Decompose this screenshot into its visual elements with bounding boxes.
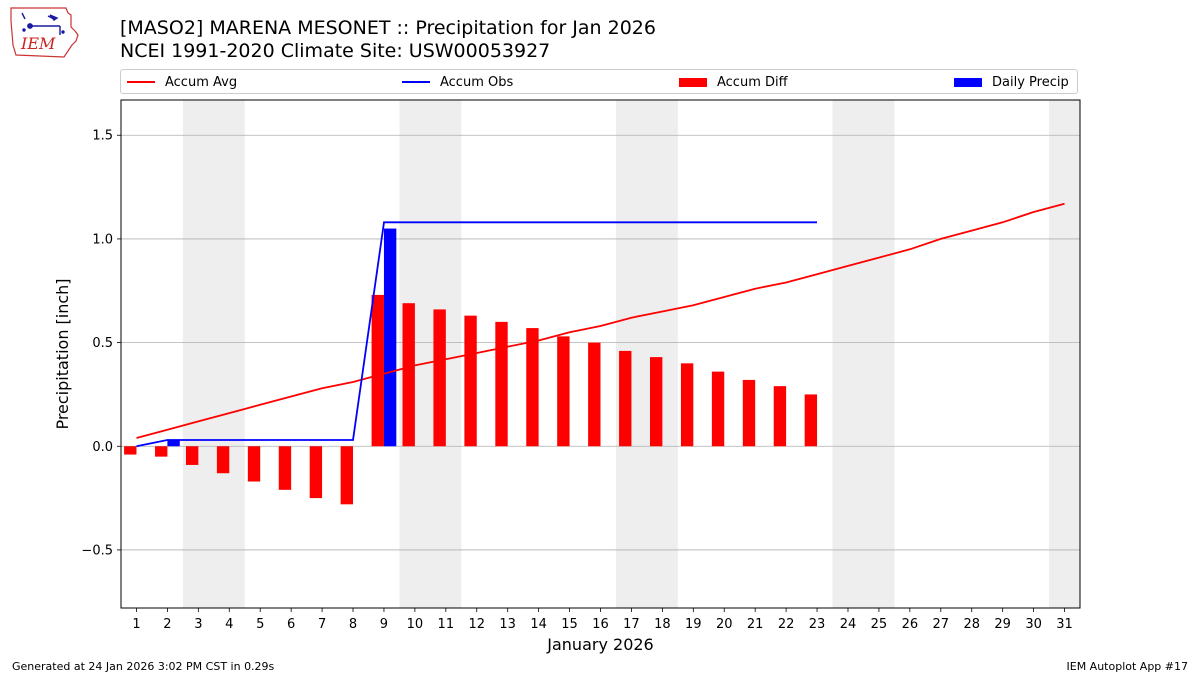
accum-diff-bar xyxy=(557,336,570,447)
x-tick-label: 25 xyxy=(871,617,888,632)
x-tick-label: 11 xyxy=(438,617,455,632)
accum-diff-bar xyxy=(216,446,230,474)
iem-logo: IEM xyxy=(10,7,79,58)
weekend-band xyxy=(213,100,245,608)
x-tick-label: 27 xyxy=(933,617,950,632)
chart-legend: Accum Avg Accum Obs Accum Diff Daily Pre… xyxy=(120,69,1078,94)
x-tick-label: 23 xyxy=(809,617,826,632)
weekend-band xyxy=(1049,100,1080,608)
app-credit: IEM Autoplot App #17 xyxy=(1066,660,1189,673)
y-axis-label: Precipitation [inch] xyxy=(53,278,72,429)
x-tick-label: 2 xyxy=(163,617,171,632)
x-tick-label: 12 xyxy=(468,617,485,632)
daily-precip-bar xyxy=(383,228,397,447)
accum-diff-bar xyxy=(402,303,415,447)
x-tick-label: 28 xyxy=(963,617,980,632)
x-tick-label: 3 xyxy=(194,617,202,632)
x-tick-label: 6 xyxy=(287,617,295,632)
accum-diff-bar xyxy=(742,379,756,447)
legend-swatch xyxy=(402,81,430,83)
x-tick-label: 30 xyxy=(1025,617,1042,632)
x-tick-label: 19 xyxy=(685,617,702,632)
x-tick-label: 7 xyxy=(318,617,326,632)
x-tick-label: 17 xyxy=(623,617,640,632)
weekend-band xyxy=(646,100,678,608)
legend-swatch xyxy=(679,77,707,87)
accum-diff-bar xyxy=(185,446,199,465)
weekend-band xyxy=(832,100,864,608)
accum-diff-bar xyxy=(124,446,137,455)
accum-diff-bar xyxy=(340,446,354,505)
generated-timestamp: Generated at 24 Jan 2026 3:02 PM CST in … xyxy=(12,660,275,673)
legend-item-daily-precip: Daily Precip xyxy=(954,73,1069,91)
accum-diff-bar xyxy=(526,328,539,447)
x-tick-label: 29 xyxy=(994,617,1011,632)
x-tick-label: 10 xyxy=(407,617,424,632)
legend-label: Accum Diff xyxy=(717,74,788,90)
legend-item-accum-avg: Accum Avg xyxy=(127,73,237,91)
accum-diff-bar xyxy=(588,342,601,447)
accum-obs-line xyxy=(136,221,817,448)
weekend-band xyxy=(182,100,214,608)
weekend-band xyxy=(863,100,895,608)
x-axis-label: January 2026 xyxy=(546,635,653,654)
accum-diff-bar xyxy=(495,321,508,447)
x-tick-label: 22 xyxy=(778,617,795,632)
x-tick-label: 26 xyxy=(902,617,919,632)
daily-precip-bar xyxy=(167,440,180,447)
legend-label: Accum Avg xyxy=(165,74,238,90)
accum-diff-bar xyxy=(278,446,292,490)
x-tick-label: 8 xyxy=(349,617,357,632)
logo-text: IEM xyxy=(20,34,56,53)
x-tick-label: 14 xyxy=(530,617,547,632)
x-tick-label: 15 xyxy=(561,617,578,632)
accum-diff-bar xyxy=(155,446,168,457)
accum-diff-bar xyxy=(680,363,694,447)
y-tick-label: 0.0 xyxy=(92,440,113,455)
accum-diff-bar xyxy=(804,394,818,447)
chart-title: [MASO2] MARENA MESONET :: Precipitation … xyxy=(120,17,656,39)
accum-diff-bar xyxy=(711,371,725,447)
legend-swatch xyxy=(127,81,155,83)
x-tick-label: 16 xyxy=(592,617,609,632)
y-tick-label: −0.5 xyxy=(81,543,113,558)
x-tick-label: 5 xyxy=(256,617,264,632)
legend-label: Accum Obs xyxy=(440,74,514,90)
x-tick-label: 31 xyxy=(1056,617,1073,632)
y-tick-label: 1.5 xyxy=(92,129,113,144)
x-tick-label: 20 xyxy=(716,617,733,632)
chart-subtitle: NCEI 1991-2020 Climate Site: USW00053927 xyxy=(120,40,551,62)
plot-frame xyxy=(120,99,1081,609)
legend-swatch xyxy=(954,77,982,87)
x-tick-label: 18 xyxy=(654,617,671,632)
accum-avg-line xyxy=(136,202,1065,439)
accum-diff-bar xyxy=(773,386,787,447)
y-tick-label: 1.0 xyxy=(92,232,113,247)
x-tick-label: 9 xyxy=(380,617,388,632)
accum-diff-bar xyxy=(309,446,323,499)
x-tick-label: 1 xyxy=(132,617,140,632)
x-tick-label: 4 xyxy=(225,617,233,632)
y-tick-label: 0.5 xyxy=(92,336,113,351)
accum-diff-bar xyxy=(247,446,261,482)
x-tick-label: 24 xyxy=(840,617,857,632)
accum-diff-bar xyxy=(371,294,384,447)
accum-diff-bar xyxy=(619,350,632,447)
x-tick-label: 13 xyxy=(499,617,516,632)
legend-item-accum-obs: Accum Obs xyxy=(402,73,513,91)
legend-label: Daily Precip xyxy=(992,74,1069,90)
legend-item-accum-diff: Accum Diff xyxy=(679,73,788,91)
accum-diff-bar xyxy=(649,357,663,447)
accum-diff-bar xyxy=(433,309,446,447)
x-tick-label: 21 xyxy=(747,617,764,632)
accum-diff-bar xyxy=(464,315,477,447)
